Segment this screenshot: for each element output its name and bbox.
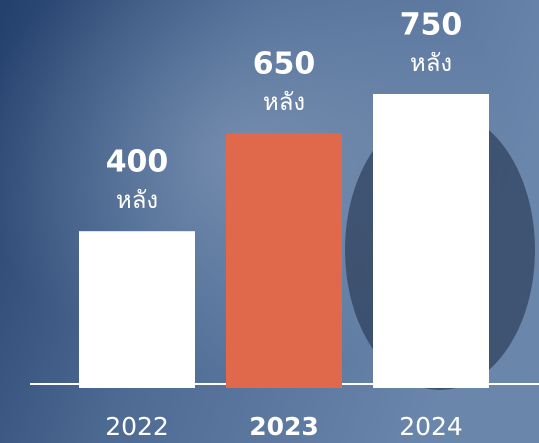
unit-label: หลัง — [116, 186, 158, 214]
x-tick-label: 2022 — [105, 412, 169, 441]
bar — [373, 94, 489, 388]
value-label: 650 — [253, 47, 316, 82]
bar — [79, 231, 195, 388]
unit-label: หลัง — [263, 88, 305, 116]
x-tick-label: 2024 — [399, 412, 463, 441]
value-label: 750 — [400, 8, 463, 43]
bar — [226, 133, 342, 388]
x-tick-label: 2023 — [249, 412, 319, 441]
unit-label: หลัง — [410, 49, 452, 77]
value-label: 400 — [106, 145, 169, 180]
